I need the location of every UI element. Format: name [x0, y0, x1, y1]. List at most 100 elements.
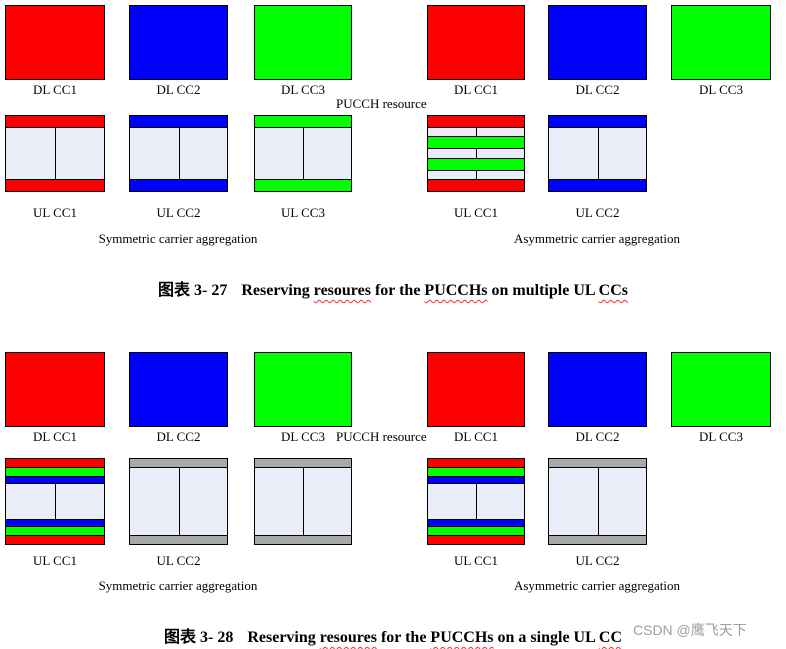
csdn-watermark: CSDN @鹰飞天下 — [633, 622, 747, 638]
carrier-body — [428, 169, 524, 180]
fig1-dl-cc1-label-asym: DL CC1 — [454, 82, 498, 97]
fig1-dl-cc3-box-asym — [671, 5, 771, 80]
pucch-stripe-green — [428, 526, 524, 535]
fig2-ul-cc3-box-sym — [254, 458, 352, 545]
pucch-stripe-green — [6, 526, 104, 535]
pucch-stripe-blue — [130, 179, 227, 191]
pucch-stripe-red — [428, 535, 524, 544]
pucch-stripe-red — [428, 178, 524, 191]
fig1-dl-cc1-label-sym: DL CC1 — [33, 82, 77, 97]
fig2-pucch-resource-label: PUCCH resource — [336, 429, 427, 444]
fig2-dl-cc2-label-sym: DL CC2 — [156, 429, 201, 444]
figure-caption-328: 图表 3- 28 Reserving resoures for the PUCCH… — [0, 628, 786, 648]
fig2-dl-cc3-box-sym — [254, 352, 352, 427]
carrier-body — [255, 127, 351, 179]
fig1-asymmetric-caption: Asymmetric carrier aggregation — [513, 231, 681, 246]
carrier-body — [428, 483, 524, 519]
pucch-stripe-blue — [6, 519, 104, 526]
caption-spellcheck-word: CCs — [598, 282, 629, 299]
carrier-body — [428, 127, 524, 137]
caption-text: for the — [376, 629, 431, 646]
fig1-dl-cc3-label-sym: DL CC3 — [281, 82, 325, 97]
pucch-stripe-blue — [428, 476, 524, 483]
carrier-body — [6, 483, 104, 519]
fig2-dl-cc2-box-asym — [548, 352, 647, 427]
fig1-ul-cc1-box-sym — [5, 115, 105, 192]
pucch-stripe-green — [255, 179, 351, 191]
caption-number: 图表 3- 28 — [163, 629, 234, 646]
pucch-stripe-red — [428, 116, 524, 127]
caption-spellcheck-word: resoures — [319, 629, 377, 646]
pucch-stripe-green — [428, 157, 524, 170]
fig1-dl-cc2-label-asym: DL CC2 — [575, 82, 620, 97]
fig1-dl-cc3-label-asym: DL CC3 — [699, 82, 743, 97]
reserved-stripe-gray — [255, 535, 351, 544]
fig2-dl-cc3-box-asym — [671, 352, 771, 427]
figure-caption-327: 图表 3- 27 Reserving resoures for the PUCCH… — [0, 281, 786, 301]
fig1-dl-cc3-box-sym — [254, 5, 352, 80]
fig2-asymmetric-caption: Asymmetric carrier aggregation — [513, 578, 681, 593]
caption-spellcheck-word: PUCCHs — [424, 282, 488, 299]
fig1-pucch-resource-label: PUCCH resource — [336, 96, 427, 111]
fig1-ul-cc3-label-sym: UL CC3 — [281, 205, 325, 220]
fig2-ul-cc1-label-asym: UL CC1 — [454, 553, 498, 568]
fig2-dl-cc1-label-sym: DL CC1 — [33, 429, 77, 444]
caption-spellcheck-word: resoures — [313, 282, 371, 299]
caption-text: Reserving — [247, 629, 320, 646]
fig1-ul-cc2-box-asym — [548, 115, 647, 192]
carrier-body — [130, 127, 227, 179]
fig1-dl-cc1-box-asym — [427, 5, 525, 80]
fig1-dl-cc1-box-sym — [5, 5, 105, 80]
caption-text: on multiple UL — [487, 282, 599, 299]
fig2-dl-cc1-box-asym — [427, 352, 525, 427]
carrier-body — [549, 467, 646, 535]
pucch-stripe-green — [428, 467, 524, 476]
pucch-stripe-blue — [428, 519, 524, 526]
reserved-stripe-gray — [549, 535, 646, 544]
caption-spellcheck-word: CC — [598, 629, 622, 646]
pucch-stripe-blue — [6, 476, 104, 483]
fig2-ul-cc2-box-sym — [129, 458, 228, 545]
fig1-ul-cc3-box-sym — [254, 115, 352, 192]
fig2-dl-cc1-label-asym: DL CC1 — [454, 429, 498, 444]
fig2-dl-cc3-label-asym: DL CC3 — [699, 429, 743, 444]
fig2-dl-cc3-label-sym: DL CC3 — [281, 429, 325, 444]
reserved-stripe-gray — [255, 459, 351, 467]
carrier-body — [130, 467, 227, 535]
pucch-stripe-red — [6, 459, 104, 467]
fig2-ul-cc2-label-sym: UL CC2 — [156, 553, 201, 568]
fig1-symmetric-caption: Symmetric carrier aggregation — [98, 231, 258, 246]
fig2-dl-cc1-box-sym — [5, 352, 105, 427]
pucch-stripe-blue — [549, 116, 646, 127]
fig1-ul-cc1-box-asym — [427, 115, 525, 192]
fig2-ul-cc2-box-asym — [548, 458, 647, 545]
pucch-stripe-red — [6, 179, 104, 191]
fig1-ul-cc1-label-asym: UL CC1 — [454, 205, 498, 220]
fig1-ul-cc2-box-sym — [129, 115, 228, 192]
reserved-stripe-gray — [130, 459, 227, 467]
pucch-stripe-blue — [549, 179, 646, 191]
fig2-dl-cc2-label-asym: DL CC2 — [575, 429, 620, 444]
fig1-ul-cc1-label-sym: UL CC1 — [33, 205, 77, 220]
reserved-stripe-gray — [130, 535, 227, 544]
fig2-ul-cc1-box-asym — [427, 458, 525, 545]
carrier-body — [255, 467, 351, 535]
fig2-dl-cc2-box-sym — [129, 352, 228, 427]
caption-number: 图表 3- 27 — [157, 282, 228, 299]
caption-text: for the — [370, 282, 425, 299]
pucch-stripe-red — [6, 116, 104, 127]
fig2-ul-cc1-box-sym — [5, 458, 105, 545]
reserved-stripe-gray — [549, 459, 646, 467]
pucch-stripe-blue — [130, 116, 227, 127]
caption-spellcheck-word: PUCCHs — [430, 629, 494, 646]
carrier-body — [428, 148, 524, 158]
fig1-dl-cc2-box-sym — [129, 5, 228, 80]
caption-text: Reserving — [241, 282, 314, 299]
fig1-ul-cc2-label-asym: UL CC2 — [575, 205, 620, 220]
fig2-symmetric-caption: Symmetric carrier aggregation — [98, 578, 258, 593]
pucch-stripe-green — [255, 116, 351, 127]
fig2-ul-cc2-label-asym: UL CC2 — [575, 553, 620, 568]
caption-text: on a single UL — [493, 629, 599, 646]
carrier-body — [549, 127, 646, 179]
